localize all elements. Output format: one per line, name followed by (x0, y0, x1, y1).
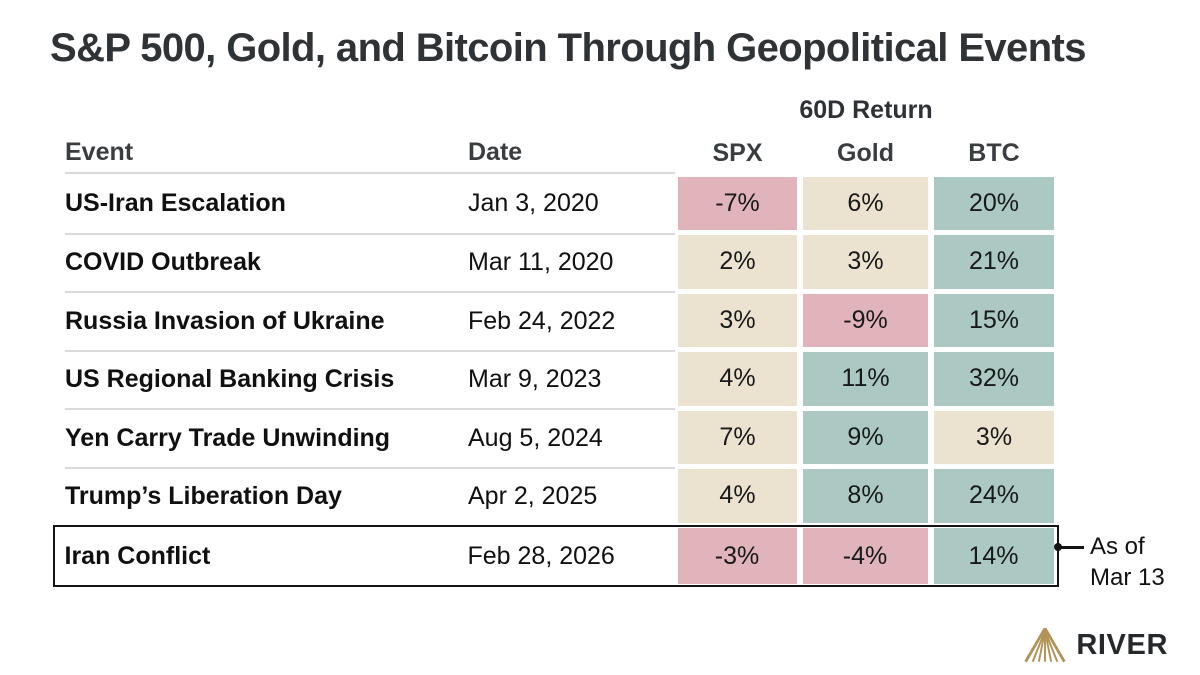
table-rows: US-Iran Escalation Jan 3, 2020 -7% 6% 20… (53, 174, 1059, 587)
event-cell: US-Iran Escalation (65, 188, 286, 217)
group-header-60d-return: 60D Return (799, 96, 933, 124)
event-cell: Trump’s Liberation Day (65, 466, 468, 526)
spx-return-cell: 4% (678, 352, 797, 406)
spx-return-cell: 4% (678, 469, 797, 523)
date-cell: Apr 2, 2025 (468, 466, 675, 526)
spx-return-cell: 3% (678, 293, 797, 347)
column-header-gold: Gold (837, 138, 894, 167)
spx-return-cell: -3% (677, 528, 797, 584)
gold-return-cell: 3% (803, 235, 928, 289)
spx-return-cell: 2% (678, 235, 797, 289)
table-row: US-Iran Escalation Jan 3, 2020 -7% 6% 20… (65, 174, 1057, 233)
table-row: Russia Invasion of Ukraine Feb 24, 2022 … (65, 291, 1057, 350)
annotation-connector-line (1059, 546, 1084, 549)
date-cell: Feb 24, 2022 (468, 291, 675, 350)
btc-return-cell: 14% (933, 528, 1054, 584)
date-cell: Mar 11, 2020 (468, 232, 675, 292)
gold-return-cell: 9% (803, 410, 928, 464)
annotation-line-1: As of (1090, 533, 1145, 560)
event-cell: Yen Carry Trade Unwinding (65, 408, 468, 467)
annotation-connector-dot (1054, 543, 1062, 551)
river-mountain-icon (1024, 627, 1066, 663)
btc-return-cell: 3% (934, 410, 1054, 464)
river-logo: RIVER (1023, 625, 1168, 665)
table-header-row: Event Date SPX Gold BTC (65, 132, 1057, 174)
gold-return-cell: 6% (803, 176, 928, 230)
column-header-event: Event (65, 132, 468, 174)
btc-return-cell: 21% (934, 235, 1054, 289)
event-cell: Iran Conflict (64, 541, 211, 570)
date-cell: Jan 3, 2020 (468, 188, 599, 217)
river-logo-text: RIVER (1076, 628, 1168, 661)
event-cell: Russia Invasion of Ukraine (65, 291, 468, 350)
gold-return-cell: -9% (803, 293, 928, 347)
spx-return-cell: 7% (678, 410, 797, 464)
page-title: S&P 500, Gold, and Bitcoin Through Geopo… (50, 26, 1087, 70)
btc-return-cell: 32% (934, 352, 1054, 406)
date-cell: Aug 5, 2024 (468, 408, 675, 467)
btc-return-cell: 24% (934, 469, 1054, 523)
event-cell: US Regional Banking Crisis (65, 349, 468, 409)
column-header-btc: BTC (968, 138, 1020, 167)
table-row: US Regional Banking Crisis Mar 9, 2023 4… (65, 349, 1057, 409)
column-header-spx: SPX (712, 138, 763, 167)
highlighted-row-box: Iran Conflict Feb 28, 2026 -3% -4% 14% (53, 525, 1059, 587)
annotation-line-2: Mar 13 (1090, 564, 1165, 591)
column-header-date: Date (468, 132, 675, 174)
btc-return-cell: 15% (934, 293, 1054, 347)
date-cell: Feb 28, 2026 (467, 541, 615, 570)
table-row: COVID Outbreak Mar 11, 2020 2% 3% 21% (65, 232, 1057, 292)
event-cell: COVID Outbreak (65, 232, 468, 292)
gold-return-cell: 8% (803, 469, 928, 523)
spx-return-cell: -7% (678, 176, 797, 230)
group-header-row: 60D Return (65, 96, 1057, 132)
returns-table: 60D Return Event Date SPX Gold BTC US-Ir… (53, 96, 1059, 587)
date-cell: Mar 9, 2023 (468, 349, 675, 409)
btc-return-cell: 20% (934, 176, 1054, 230)
table-row: Iran Conflict Feb 28, 2026 -3% -4% 14% (65, 527, 1058, 585)
gold-return-cell: -4% (802, 528, 928, 584)
annotation-as-of: As of Mar 13 (1090, 531, 1165, 593)
table-row: Trump’s Liberation Day Apr 2, 2025 4% 8%… (65, 466, 1057, 526)
table-row: Yen Carry Trade Unwinding Aug 5, 2024 7%… (65, 408, 1057, 467)
gold-return-cell: 11% (803, 352, 928, 406)
